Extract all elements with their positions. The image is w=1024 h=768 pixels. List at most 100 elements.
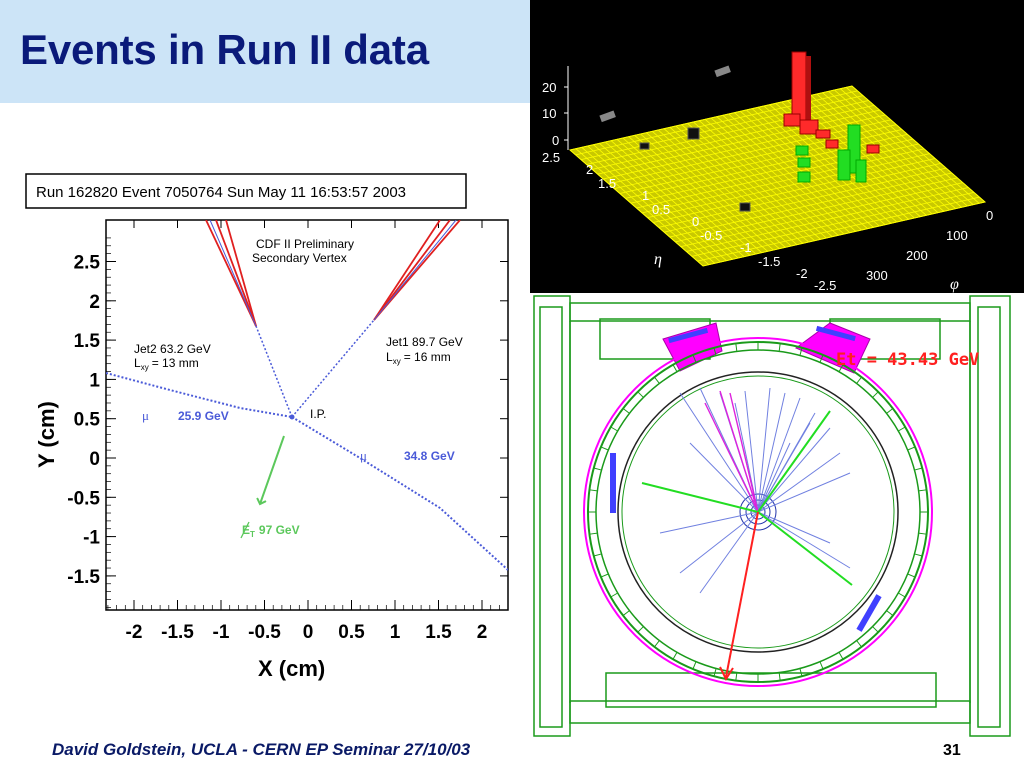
jet2-flight-line [255,325,293,418]
ring-segment [918,489,927,492]
ring-segment [637,391,644,398]
lego-eta-tick: -1 [740,240,752,255]
ring-segment [856,640,862,648]
jet1-track-thin [373,220,457,321]
ring-segment [672,652,678,660]
y-tick-label: -1.5 [67,567,100,588]
jet1-flight-line [291,319,375,418]
lego-grid-line [630,138,914,204]
lego-z-tick: 20 [542,80,556,95]
muon1-energy: 25.9 GeV [178,409,229,423]
lego-phi-tick: 0 [986,208,993,223]
charged-track [757,422,811,513]
lego-grid-line [669,172,952,238]
jet1-track [373,220,461,321]
event-header: Run 162820 Event 7050764 Sun May 11 16:5… [36,184,406,201]
lego-grid-line [653,158,936,223]
vertex-display-panel: Run 162820 Event 7050764 Sun May 11 16:5… [20,168,520,700]
lego-grid-line [664,167,947,233]
ring-segment [838,364,844,372]
lego-tower-dark [739,202,751,212]
lego-grid-line [680,182,963,248]
lego-eta-tick: -1.5 [758,254,780,269]
ip-label: I.P. [310,407,326,421]
lego-grid-line [636,143,919,209]
lego-phi-tick: 200 [906,248,928,263]
vertex-axes: -2 -1.5 -1 -0.5 0 0.5 1 1.5 22.521.510.50-0.5-1-… [67,220,508,643]
ring-segment [593,467,602,471]
detector-tracks [641,387,853,682]
lego-grid-line [686,187,969,252]
x-tick-label: 0.5 [338,622,365,643]
ring-segment [735,672,738,681]
ring-segment [692,354,697,363]
x-tick-label: 2 [477,622,488,643]
ring-segment [600,446,609,451]
jet2-label: Jet2 63.2 GeV [134,342,211,356]
ip-point [289,414,295,420]
lego-z-tick: 0 [552,133,559,148]
detector-rings [583,337,933,687]
charged-track [689,442,759,513]
x-tick-label: 1.5 [425,622,452,643]
ring-segment [622,610,630,616]
ring-segment [799,668,803,677]
ring-segment [600,573,609,578]
muon-track [106,372,293,418]
tracker-ring [621,375,895,649]
ring-segment [838,652,844,660]
met-slash [240,521,250,539]
lego-eta-tick: -0.5 [700,228,722,243]
jet1-track [373,220,451,321]
ring-segment [918,532,927,535]
charged-track [699,511,759,594]
charged-track [659,511,759,534]
ring-segment [589,532,598,535]
met-arrow [725,511,759,678]
lego-z-tick: 10 [542,106,556,121]
vertex-xlabel: X (cm) [258,656,325,681]
lego-eta-tick: -2 [796,266,808,281]
jet-line [757,410,831,513]
ring-segment [778,672,781,681]
ring-segment [589,489,598,492]
vertex-plot-frame [105,219,509,611]
ring-segment [654,376,660,384]
silicon-ring [739,493,777,531]
lego-eta-label: η [654,251,662,268]
y-tick-label: -1 [83,528,100,549]
detector-display-panel: Et = 43.43 GeV [530,293,1024,738]
lego-grid-line [580,95,864,161]
lego-grid-line [586,100,869,165]
lego-grid-line [702,201,986,267]
lego-grid-line [641,148,925,214]
lego-eta-tick: 2.5 [542,150,560,165]
lego-eta-tick: 2 [586,162,593,177]
x-tick-label: -1.5 [161,622,194,643]
lego-grid-line [608,119,891,185]
lego-eta-tick: 1 [642,188,649,203]
jet2-track [205,220,257,327]
title-band [0,0,530,103]
ring-segment [914,553,923,557]
y-tick-label: 2.5 [74,253,101,274]
muon1-symbol: μ [142,408,149,423]
x-tick-label: 1 [390,622,401,643]
ring-segment [799,347,803,356]
vertex-display: Run 162820 Event 7050764 Sun May 11 16:5… [25,173,509,681]
y-tick-label: -0.5 [67,488,100,509]
lego-grid-line [603,114,886,180]
ring-segment [872,391,879,398]
lego-grid-line [592,104,875,170]
ring-segment [886,610,894,616]
ring-segment [622,408,630,414]
lego-grid-line [647,153,930,219]
jet-line [757,511,853,586]
lego-eta-tick: 1.5 [598,176,616,191]
ring-segment [898,426,906,432]
ring-segment [886,408,894,414]
jet2-lxy: Lxy = 13 mm [134,356,199,372]
x-tick-label: -0.5 [248,622,281,643]
lego-grid-line [597,109,880,175]
charged-track [757,511,831,544]
